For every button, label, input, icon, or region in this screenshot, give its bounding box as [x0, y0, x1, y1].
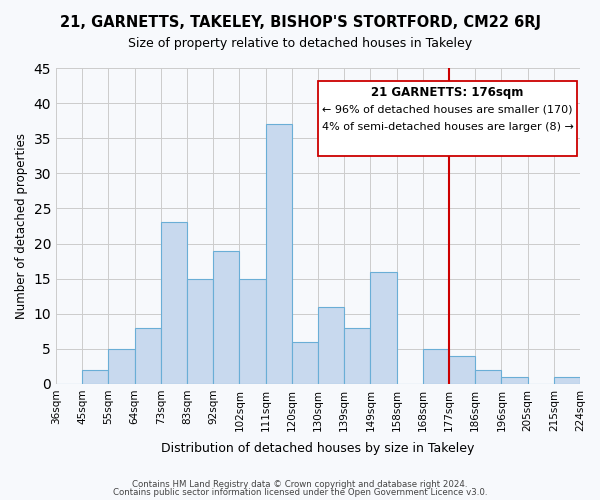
Bar [502, 377, 527, 384]
Bar [370, 272, 397, 384]
Bar [475, 370, 502, 384]
Y-axis label: Number of detached properties: Number of detached properties [15, 133, 28, 319]
Text: 21, GARNETTS, TAKELEY, BISHOP'S STORTFORD, CM22 6RJ: 21, GARNETTS, TAKELEY, BISHOP'S STORTFOR… [59, 15, 541, 30]
Bar [449, 356, 475, 384]
Bar [82, 370, 109, 384]
Bar [266, 124, 292, 384]
Bar [423, 349, 449, 384]
Text: Contains HM Land Registry data © Crown copyright and database right 2024.: Contains HM Land Registry data © Crown c… [132, 480, 468, 489]
Bar [554, 377, 580, 384]
Text: Size of property relative to detached houses in Takeley: Size of property relative to detached ho… [128, 38, 472, 51]
Text: Contains public sector information licensed under the Open Government Licence v3: Contains public sector information licen… [113, 488, 487, 497]
Bar [213, 250, 239, 384]
Bar [109, 349, 134, 384]
Text: 21 GARNETTS: 176sqm: 21 GARNETTS: 176sqm [371, 86, 524, 98]
Text: ← 96% of detached houses are smaller (170): ← 96% of detached houses are smaller (17… [322, 104, 573, 115]
Bar [318, 306, 344, 384]
Text: 4% of semi-detached houses are larger (8) →: 4% of semi-detached houses are larger (8… [322, 122, 574, 132]
Bar [239, 278, 266, 384]
Bar [161, 222, 187, 384]
Bar [344, 328, 370, 384]
Bar [292, 342, 318, 384]
X-axis label: Distribution of detached houses by size in Takeley: Distribution of detached houses by size … [161, 442, 475, 455]
Bar [134, 328, 161, 384]
Bar [187, 278, 213, 384]
